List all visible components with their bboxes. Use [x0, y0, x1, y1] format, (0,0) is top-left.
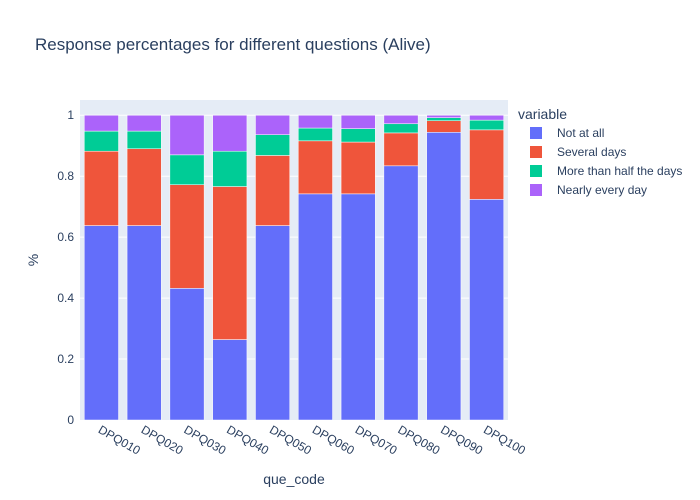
x-tick-label: DPQ030: [182, 422, 229, 457]
x-tick-label: DPQ050: [267, 422, 314, 457]
bar-dpq040-series-3[interactable]: [212, 114, 248, 152]
legend-label[interactable]: Several days: [557, 145, 626, 159]
bar-dpq070-series-1[interactable]: [340, 141, 376, 195]
bar-dpq040-series-2[interactable]: [212, 150, 248, 187]
legend-swatch[interactable]: [530, 184, 542, 196]
legend[interactable]: variable Not at all Several days More than…: [518, 106, 682, 197]
bar-dpq060-series-3[interactable]: [298, 114, 333, 129]
bar-dpq030-series-0[interactable]: [169, 288, 205, 421]
bar-dpq060-series-0[interactable]: [298, 193, 333, 421]
x-tick-label: DPQ080: [396, 422, 443, 457]
bar-dpq090-series-2[interactable]: [426, 117, 462, 121]
bar-dpq090-series-3[interactable]: [426, 114, 462, 118]
bar-dpq090-series-1[interactable]: [426, 120, 462, 133]
legend-swatch[interactable]: [530, 165, 542, 177]
bar-dpq010-series-1[interactable]: [84, 150, 119, 226]
x-axis-ticks: DPQ010DPQ020DPQ030DPQ040DPQ050DPQ060DPQ0…: [96, 422, 528, 457]
y-tick-label: 0.8: [57, 169, 74, 183]
y-tick-label: 0.2: [57, 352, 74, 366]
bar-dpq070-series-2[interactable]: [340, 128, 376, 143]
bar-dpq080-series-3[interactable]: [383, 114, 419, 125]
x-tick-label: DPQ010: [96, 422, 143, 457]
bar-dpq090-series-0[interactable]: [426, 132, 462, 421]
x-tick-label: DPQ060: [310, 422, 357, 457]
x-tick-label: DPQ090: [438, 422, 485, 457]
x-tick-label: DPQ100: [481, 422, 528, 457]
y-tick-label: 1: [67, 108, 74, 122]
bar-dpq010-series-2[interactable]: [84, 130, 119, 152]
y-axis-title: %: [25, 254, 41, 266]
bar-dpq020-series-0[interactable]: [126, 225, 162, 421]
bar-dpq100-series-2[interactable]: [469, 119, 504, 131]
bar-dpq010-series-3[interactable]: [84, 114, 119, 132]
legend-label[interactable]: Not at all: [557, 126, 604, 140]
x-axis-title: que_code: [263, 471, 325, 487]
bar-dpq100-series-0[interactable]: [469, 199, 504, 421]
bar-dpq060-series-1[interactable]: [298, 140, 333, 195]
bar-dpq050-series-3[interactable]: [255, 114, 290, 135]
bar-dpq080-series-1[interactable]: [383, 132, 419, 167]
bar-dpq020-series-2[interactable]: [126, 130, 162, 150]
x-tick-label: DPQ020: [139, 422, 186, 457]
bar-dpq100-series-1[interactable]: [469, 129, 504, 200]
bar-dpq040-series-0[interactable]: [212, 339, 248, 421]
bar-dpq030-series-3[interactable]: [169, 114, 205, 156]
bar-dpq050-series-2[interactable]: [255, 134, 290, 156]
bar-dpq070-series-3[interactable]: [340, 114, 376, 129]
bar-dpq010-series-0[interactable]: [84, 225, 119, 421]
legend-label[interactable]: More than half the days: [557, 164, 682, 178]
bar-dpq080-series-2[interactable]: [383, 123, 419, 134]
y-tick-label: 0: [67, 413, 74, 427]
y-tick-label: 0.4: [57, 291, 74, 305]
bar-dpq080-series-0[interactable]: [383, 165, 419, 421]
bar-dpq050-series-0[interactable]: [255, 225, 290, 421]
bar-dpq070-series-0[interactable]: [340, 193, 376, 421]
legend-label[interactable]: Nearly every day: [557, 183, 647, 197]
bars: [84, 114, 504, 421]
bar-dpq030-series-1[interactable]: [169, 184, 205, 289]
y-axis-ticks: 0 0.2 0.4 0.6 0.8 1: [57, 108, 74, 427]
chart-title: Response percentages for different quest…: [35, 35, 431, 54]
x-tick-label: DPQ070: [353, 422, 400, 457]
legend-swatch[interactable]: [530, 127, 542, 139]
bar-dpq100-series-3[interactable]: [469, 114, 504, 121]
bar-dpq020-series-3[interactable]: [126, 114, 162, 132]
bar-dpq040-series-1[interactable]: [212, 186, 248, 340]
bar-dpq060-series-2[interactable]: [298, 127, 333, 142]
y-tick-label: 0.6: [57, 230, 74, 244]
bar-dpq030-series-2[interactable]: [169, 154, 205, 185]
bar-dpq020-series-1[interactable]: [126, 148, 162, 226]
legend-swatch[interactable]: [530, 146, 542, 158]
x-tick-label: DPQ040: [224, 422, 271, 457]
bar-dpq050-series-1[interactable]: [255, 155, 290, 226]
legend-title: variable: [518, 106, 567, 122]
